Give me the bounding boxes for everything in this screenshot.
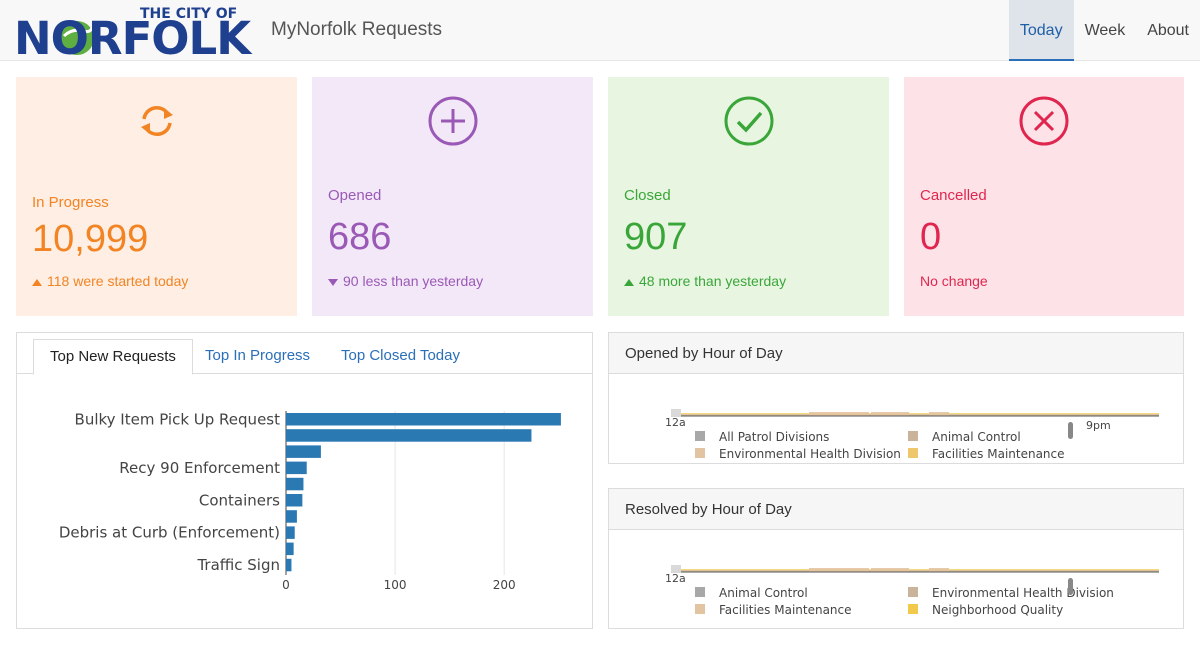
legend-swatch bbox=[695, 448, 705, 458]
tab-top-closed-today[interactable]: Top Closed Today bbox=[341, 347, 460, 364]
legend-label: Environmental Health Division bbox=[719, 447, 901, 461]
legend-label: Animal Control bbox=[932, 430, 1021, 444]
x-tick-label: 0 bbox=[282, 578, 290, 592]
app-title: MyNorfolk Requests bbox=[271, 19, 443, 40]
area-peak bbox=[871, 412, 909, 416]
city-of-norfolk-logo[interactable]: THE CITY OF NORFOLK bbox=[14, 6, 259, 65]
opened-by-hour-title: Opened by Hour of Day bbox=[609, 333, 1183, 374]
top-requests-bar-chart[interactable]: 0 100 200 Bulky Item Pick Up Request Recy 90… bbox=[17, 375, 592, 629]
bar bbox=[286, 461, 307, 475]
legend-label: Facilities Maintenance bbox=[719, 603, 852, 617]
legend-label: All Patrol Divisions bbox=[719, 430, 829, 444]
category-label: Debris at Curb (Enforcement) bbox=[59, 524, 280, 542]
legend-swatch bbox=[695, 431, 705, 441]
nav-tab-week[interactable]: Week bbox=[1084, 22, 1126, 39]
x-tick-label: 12a bbox=[665, 572, 686, 585]
closed-change: 48 more than yesterday bbox=[624, 273, 786, 289]
up-triangle-icon bbox=[624, 278, 634, 286]
legend-scrollbar bbox=[1068, 422, 1073, 439]
bar bbox=[286, 542, 294, 556]
closed-card: Closed 907 48 more than yesterday bbox=[608, 77, 889, 316]
legend-label: Neighborhood Quality bbox=[932, 603, 1063, 617]
opened-by-hour-chart[interactable]: 12a 9pm All Patrol Divisions Animal Control… bbox=[609, 375, 1183, 464]
legend-scrollbar bbox=[1068, 578, 1073, 595]
bar bbox=[286, 429, 532, 442]
area-peak bbox=[929, 412, 949, 416]
category-label: Traffic Sign bbox=[196, 556, 280, 574]
legend-swatch bbox=[908, 604, 918, 614]
legend-label: Facilities Maintenance bbox=[932, 447, 1065, 461]
category-label: Containers bbox=[199, 491, 280, 509]
down-triangle-icon bbox=[328, 278, 338, 286]
bar bbox=[286, 510, 297, 523]
top-navbar: THE CITY OF NORFOLK MyNorfolk Requests T… bbox=[0, 0, 1200, 65]
y-axis-tick-block bbox=[671, 409, 681, 417]
area-peak bbox=[809, 568, 869, 572]
category-label: Recy 90 Enforcement bbox=[119, 459, 280, 477]
legend-swatch bbox=[908, 448, 918, 458]
opened-change: 90 less than yesterday bbox=[328, 273, 483, 289]
in-progress-card: In Progress 10,999 118 were started toda… bbox=[16, 77, 297, 316]
area-peak bbox=[929, 568, 949, 572]
bar bbox=[286, 558, 292, 572]
tab-top-new-requests[interactable]: Top New Requests bbox=[33, 339, 193, 375]
bar bbox=[286, 526, 295, 539]
in-progress-label: In Progress bbox=[32, 194, 109, 211]
closed-label: Closed bbox=[624, 187, 671, 204]
tab-top-in-progress[interactable]: Top In Progress bbox=[205, 347, 311, 364]
area-peak bbox=[809, 412, 869, 416]
legend-label: Animal Control bbox=[719, 586, 808, 600]
category-label: Bulky Item Pick Up Request bbox=[75, 410, 281, 428]
x-circle-icon bbox=[1019, 96, 1069, 146]
nav-tab-today[interactable]: Today bbox=[1008, 0, 1074, 61]
legend-swatch bbox=[695, 604, 705, 614]
legend-swatch bbox=[695, 587, 705, 597]
in-progress-change: 118 were started today bbox=[32, 273, 188, 289]
in-progress-value: 10,999 bbox=[32, 218, 149, 260]
area-band bbox=[681, 414, 1159, 416]
legend-label: Environmental Health Division bbox=[932, 586, 1114, 600]
cancelled-change: No change bbox=[920, 273, 988, 289]
bar bbox=[286, 477, 304, 491]
x-tick-label: 12a bbox=[665, 416, 686, 429]
bar bbox=[286, 413, 561, 426]
legend-swatch bbox=[908, 431, 918, 441]
area-band bbox=[681, 570, 1159, 572]
main-nav: Today Week About bbox=[1008, 0, 1200, 61]
nav-tab-about[interactable]: About bbox=[1147, 22, 1189, 39]
closed-change-text: 48 more than yesterday bbox=[639, 273, 787, 289]
x-tick-label: 9pm bbox=[1086, 419, 1111, 432]
opened-value: 686 bbox=[328, 216, 392, 258]
logo-graphic: THE CITY OF NORFOLK bbox=[14, 6, 254, 65]
bar bbox=[286, 494, 303, 507]
opened-card: Opened 686 90 less than yesterday bbox=[312, 77, 593, 316]
check-circle-icon bbox=[724, 96, 773, 146]
legend-swatch bbox=[908, 587, 918, 597]
y-axis-tick-block bbox=[671, 565, 681, 573]
in-progress-change-text: 118 were started today bbox=[47, 273, 189, 289]
closed-value: 907 bbox=[624, 216, 688, 258]
cancelled-card: Cancelled 0 No change bbox=[904, 77, 1184, 316]
x-tick-label: 100 bbox=[384, 578, 407, 592]
resolved-by-hour-title: Resolved by Hour of Day bbox=[609, 489, 1183, 530]
opened-change-text: 90 less than yesterday bbox=[343, 273, 484, 289]
up-triangle-icon bbox=[32, 278, 42, 286]
top-requests-panel: Top New Requests Top In Progress Top Clo… bbox=[16, 332, 593, 629]
resolved-by-hour-panel: Resolved by Hour of Day 12a Animal Contro… bbox=[608, 488, 1184, 629]
cancelled-label: Cancelled bbox=[920, 187, 987, 204]
logo-city-text: THE CITY OF bbox=[140, 6, 237, 22]
cancelled-value: 0 bbox=[920, 216, 942, 258]
x-tick-label: 200 bbox=[493, 578, 516, 592]
logo-name-text: NORFOLK bbox=[14, 12, 253, 56]
opened-by-hour-panel: Opened by Hour of Day 12a 9pm All Patrol D… bbox=[608, 332, 1184, 464]
bar bbox=[286, 445, 321, 458]
resolved-by-hour-chart[interactable]: 12a Animal Control Environmental Health Di… bbox=[609, 531, 1183, 629]
refresh-icon bbox=[140, 106, 173, 136]
opened-label: Opened bbox=[328, 187, 382, 204]
plus-circle-icon bbox=[428, 96, 477, 146]
request-tabs: Top New Requests Top In Progress Top Clo… bbox=[17, 333, 592, 375]
area-peak bbox=[871, 568, 909, 572]
